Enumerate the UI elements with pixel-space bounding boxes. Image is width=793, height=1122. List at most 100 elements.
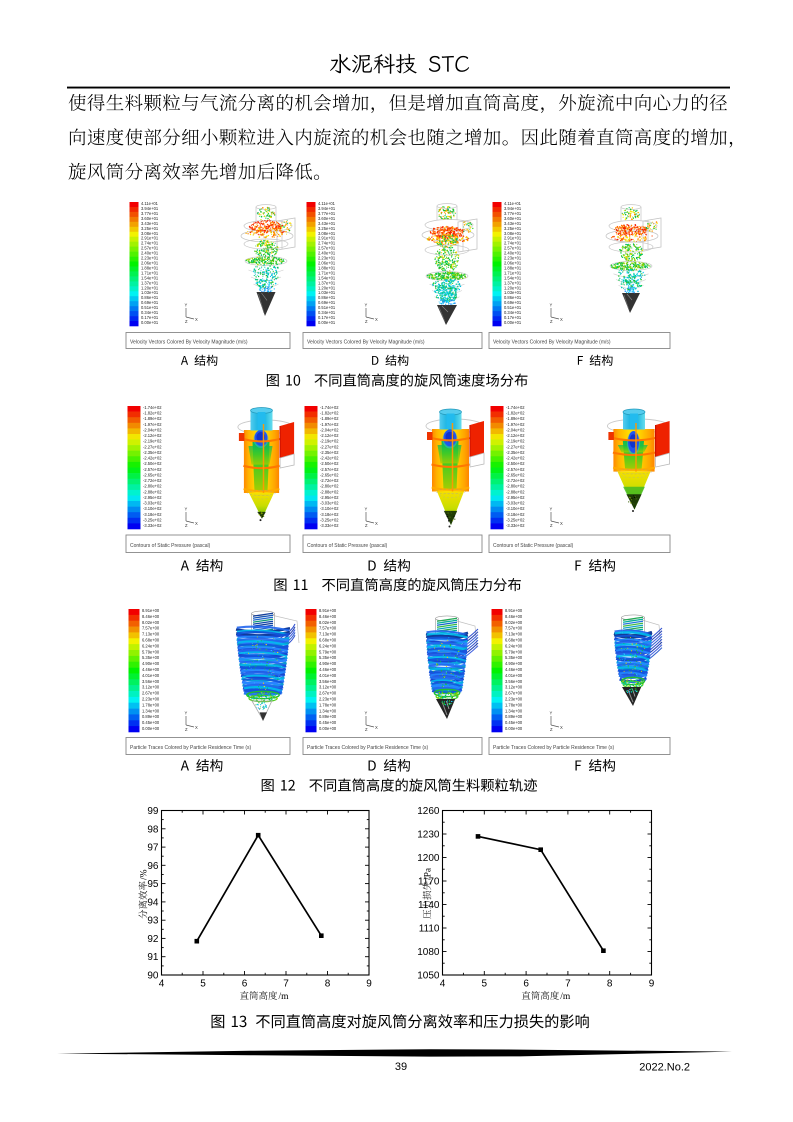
svg-text:-3.10e+02: -3.10e+02 — [143, 506, 162, 511]
svg-text:Z: Z — [550, 727, 553, 732]
svg-text:5: 5 — [200, 979, 206, 990]
svg-text:0.69e+01: 0.69e+01 — [141, 300, 159, 305]
svg-text:0.34e+01: 0.34e+01 — [318, 310, 336, 315]
svg-text:2.74e+01: 2.74e+01 — [141, 241, 159, 246]
svg-text:-2.35e+02: -2.35e+02 — [143, 450, 162, 455]
svg-text:3.12e+00: 3.12e+00 — [505, 685, 523, 690]
svg-text:7.57e+00: 7.57e+00 — [505, 626, 523, 631]
svg-text:1230: 1230 — [417, 830, 440, 841]
svg-text:-2.27e+02: -2.27e+02 — [320, 444, 339, 449]
svg-text:-1.97e+02: -1.97e+02 — [320, 422, 339, 427]
svg-text:2.57e+01: 2.57e+01 — [318, 246, 336, 251]
svg-text:0.51e+01: 0.51e+01 — [141, 305, 159, 310]
svg-text:5.35e+00: 5.35e+00 — [319, 655, 337, 660]
svg-text:1.37e+01: 1.37e+01 — [318, 280, 336, 285]
svg-text:8.91e+00: 8.91e+00 — [142, 608, 160, 613]
svg-text:2.91e+01: 2.91e+01 — [318, 236, 336, 241]
svg-text:3.94e+01: 3.94e+01 — [141, 206, 159, 211]
svg-text:5.79e+00: 5.79e+00 — [142, 649, 160, 654]
svg-text:99: 99 — [147, 806, 159, 817]
svg-text:1.03e+01: 1.03e+01 — [318, 290, 336, 295]
svg-text:3.08e+01: 3.08e+01 — [318, 231, 336, 236]
svg-text:X: X — [560, 317, 563, 322]
svg-text:0.45e+00: 0.45e+00 — [505, 720, 523, 725]
svg-text:-2.04e+02: -2.04e+02 — [320, 428, 339, 433]
svg-text:2.91e+01: 2.91e+01 — [504, 236, 522, 241]
svg-text:Y: Y — [185, 507, 188, 512]
svg-text:2.67e+00: 2.67e+00 — [319, 691, 337, 696]
svg-text:3.94e+01: 3.94e+01 — [318, 206, 336, 211]
svg-text:0.69e+01: 0.69e+01 — [504, 300, 522, 305]
svg-text:3.77e+01: 3.77e+01 — [318, 211, 336, 216]
svg-text:-2.95e+02: -2.95e+02 — [320, 495, 339, 500]
svg-text:-1.89e+02: -1.89e+02 — [143, 416, 162, 421]
svg-text:8.46e+00: 8.46e+00 — [142, 614, 160, 619]
svg-text:3.60e+01: 3.60e+01 — [141, 216, 159, 221]
svg-text:2022.No.2: 2022.No.2 — [639, 1062, 690, 1074]
svg-text:6.24e+00: 6.24e+00 — [319, 643, 337, 648]
svg-text:-3.10e+02: -3.10e+02 — [506, 506, 525, 511]
svg-text:X: X — [195, 521, 198, 526]
svg-text:1080: 1080 — [417, 947, 440, 958]
svg-text:2.67e+00: 2.67e+00 — [142, 691, 160, 696]
svg-text:39: 39 — [395, 1061, 407, 1073]
svg-text:-1.82e+02: -1.82e+02 — [143, 411, 162, 416]
svg-text:-2.50e+02: -2.50e+02 — [320, 461, 339, 466]
svg-text:3.56e+00: 3.56e+00 — [142, 679, 160, 684]
svg-text:0.89e+00: 0.89e+00 — [505, 714, 523, 719]
svg-text:1.71e+01: 1.71e+01 — [141, 270, 159, 275]
svg-text:X: X — [375, 725, 378, 730]
svg-text:X: X — [195, 317, 198, 322]
svg-text:X: X — [195, 725, 198, 730]
svg-text:1260: 1260 — [417, 806, 440, 817]
svg-text:4.46e+00: 4.46e+00 — [505, 667, 523, 672]
svg-text:6.24e+00: 6.24e+00 — [142, 643, 160, 648]
svg-text:-2.80e+02: -2.80e+02 — [143, 484, 162, 489]
svg-text:6: 6 — [242, 979, 248, 990]
svg-text:2.57e+01: 2.57e+01 — [141, 246, 159, 251]
svg-text:1.54e+01: 1.54e+01 — [141, 275, 159, 280]
svg-text:3.25e+01: 3.25e+01 — [504, 226, 522, 231]
svg-text:4.46e+00: 4.46e+00 — [142, 667, 160, 672]
svg-text:Z: Z — [550, 523, 553, 528]
svg-text:-2.88e+02: -2.88e+02 — [506, 489, 525, 494]
svg-text:4.90e+00: 4.90e+00 — [319, 661, 337, 666]
svg-text:Y: Y — [365, 507, 368, 512]
svg-text:-2.50e+02: -2.50e+02 — [143, 461, 162, 466]
svg-text:0.69e+01: 0.69e+01 — [318, 300, 336, 305]
svg-text:-3.10e+02: -3.10e+02 — [320, 506, 339, 511]
svg-text:2.67e+00: 2.67e+00 — [505, 691, 523, 696]
svg-text:0.51e+01: 0.51e+01 — [318, 305, 336, 310]
svg-text:X: X — [375, 317, 378, 322]
svg-text:2.40e+01: 2.40e+01 — [318, 251, 336, 256]
svg-text:1.78e+00: 1.78e+00 — [319, 702, 337, 707]
svg-text:-2.80e+02: -2.80e+02 — [506, 484, 525, 489]
svg-text:-2.95e+02: -2.95e+02 — [143, 495, 162, 500]
svg-text:0.17e+01: 0.17e+01 — [504, 315, 522, 320]
svg-text:5.79e+00: 5.79e+00 — [505, 649, 523, 654]
svg-text:Particle Traces Colored by Par: Particle Traces Colored by Particle Resi… — [307, 745, 428, 751]
svg-text:7.57e+00: 7.57e+00 — [319, 626, 337, 631]
svg-text:-3.33e+02: -3.33e+02 — [143, 523, 162, 528]
svg-text:0.45e+00: 0.45e+00 — [142, 720, 160, 725]
svg-text:-3.03e+02: -3.03e+02 — [143, 501, 162, 506]
svg-text:1.20e+01: 1.20e+01 — [318, 285, 336, 290]
svg-text:0.00e+01: 0.00e+01 — [504, 320, 522, 325]
svg-text:1110: 1110 — [419, 924, 440, 935]
svg-text:-2.88e+02: -2.88e+02 — [320, 489, 339, 494]
svg-text:-2.50e+02: -2.50e+02 — [506, 461, 525, 466]
svg-text:3.08e+01: 3.08e+01 — [141, 231, 159, 236]
svg-text:6.68e+00: 6.68e+00 — [319, 638, 337, 643]
svg-text:3.60e+01: 3.60e+01 — [318, 216, 336, 221]
svg-text:-2.35e+02: -2.35e+02 — [506, 450, 525, 455]
svg-text:2.40e+01: 2.40e+01 — [141, 251, 159, 256]
svg-text:96: 96 — [147, 861, 159, 872]
svg-text:Z: Z — [185, 319, 188, 324]
svg-text:Y: Y — [550, 711, 553, 716]
svg-text:3.12e+00: 3.12e+00 — [142, 685, 160, 690]
svg-text:0.00e+00: 0.00e+00 — [142, 726, 160, 731]
svg-text:1.37e+01: 1.37e+01 — [504, 280, 522, 285]
svg-text:3.43e+01: 3.43e+01 — [141, 221, 159, 226]
svg-text:7: 7 — [283, 979, 289, 990]
svg-text:Velocity Vectors Colored By Ve: Velocity Vectors Colored By Velocity Mag… — [130, 339, 248, 345]
